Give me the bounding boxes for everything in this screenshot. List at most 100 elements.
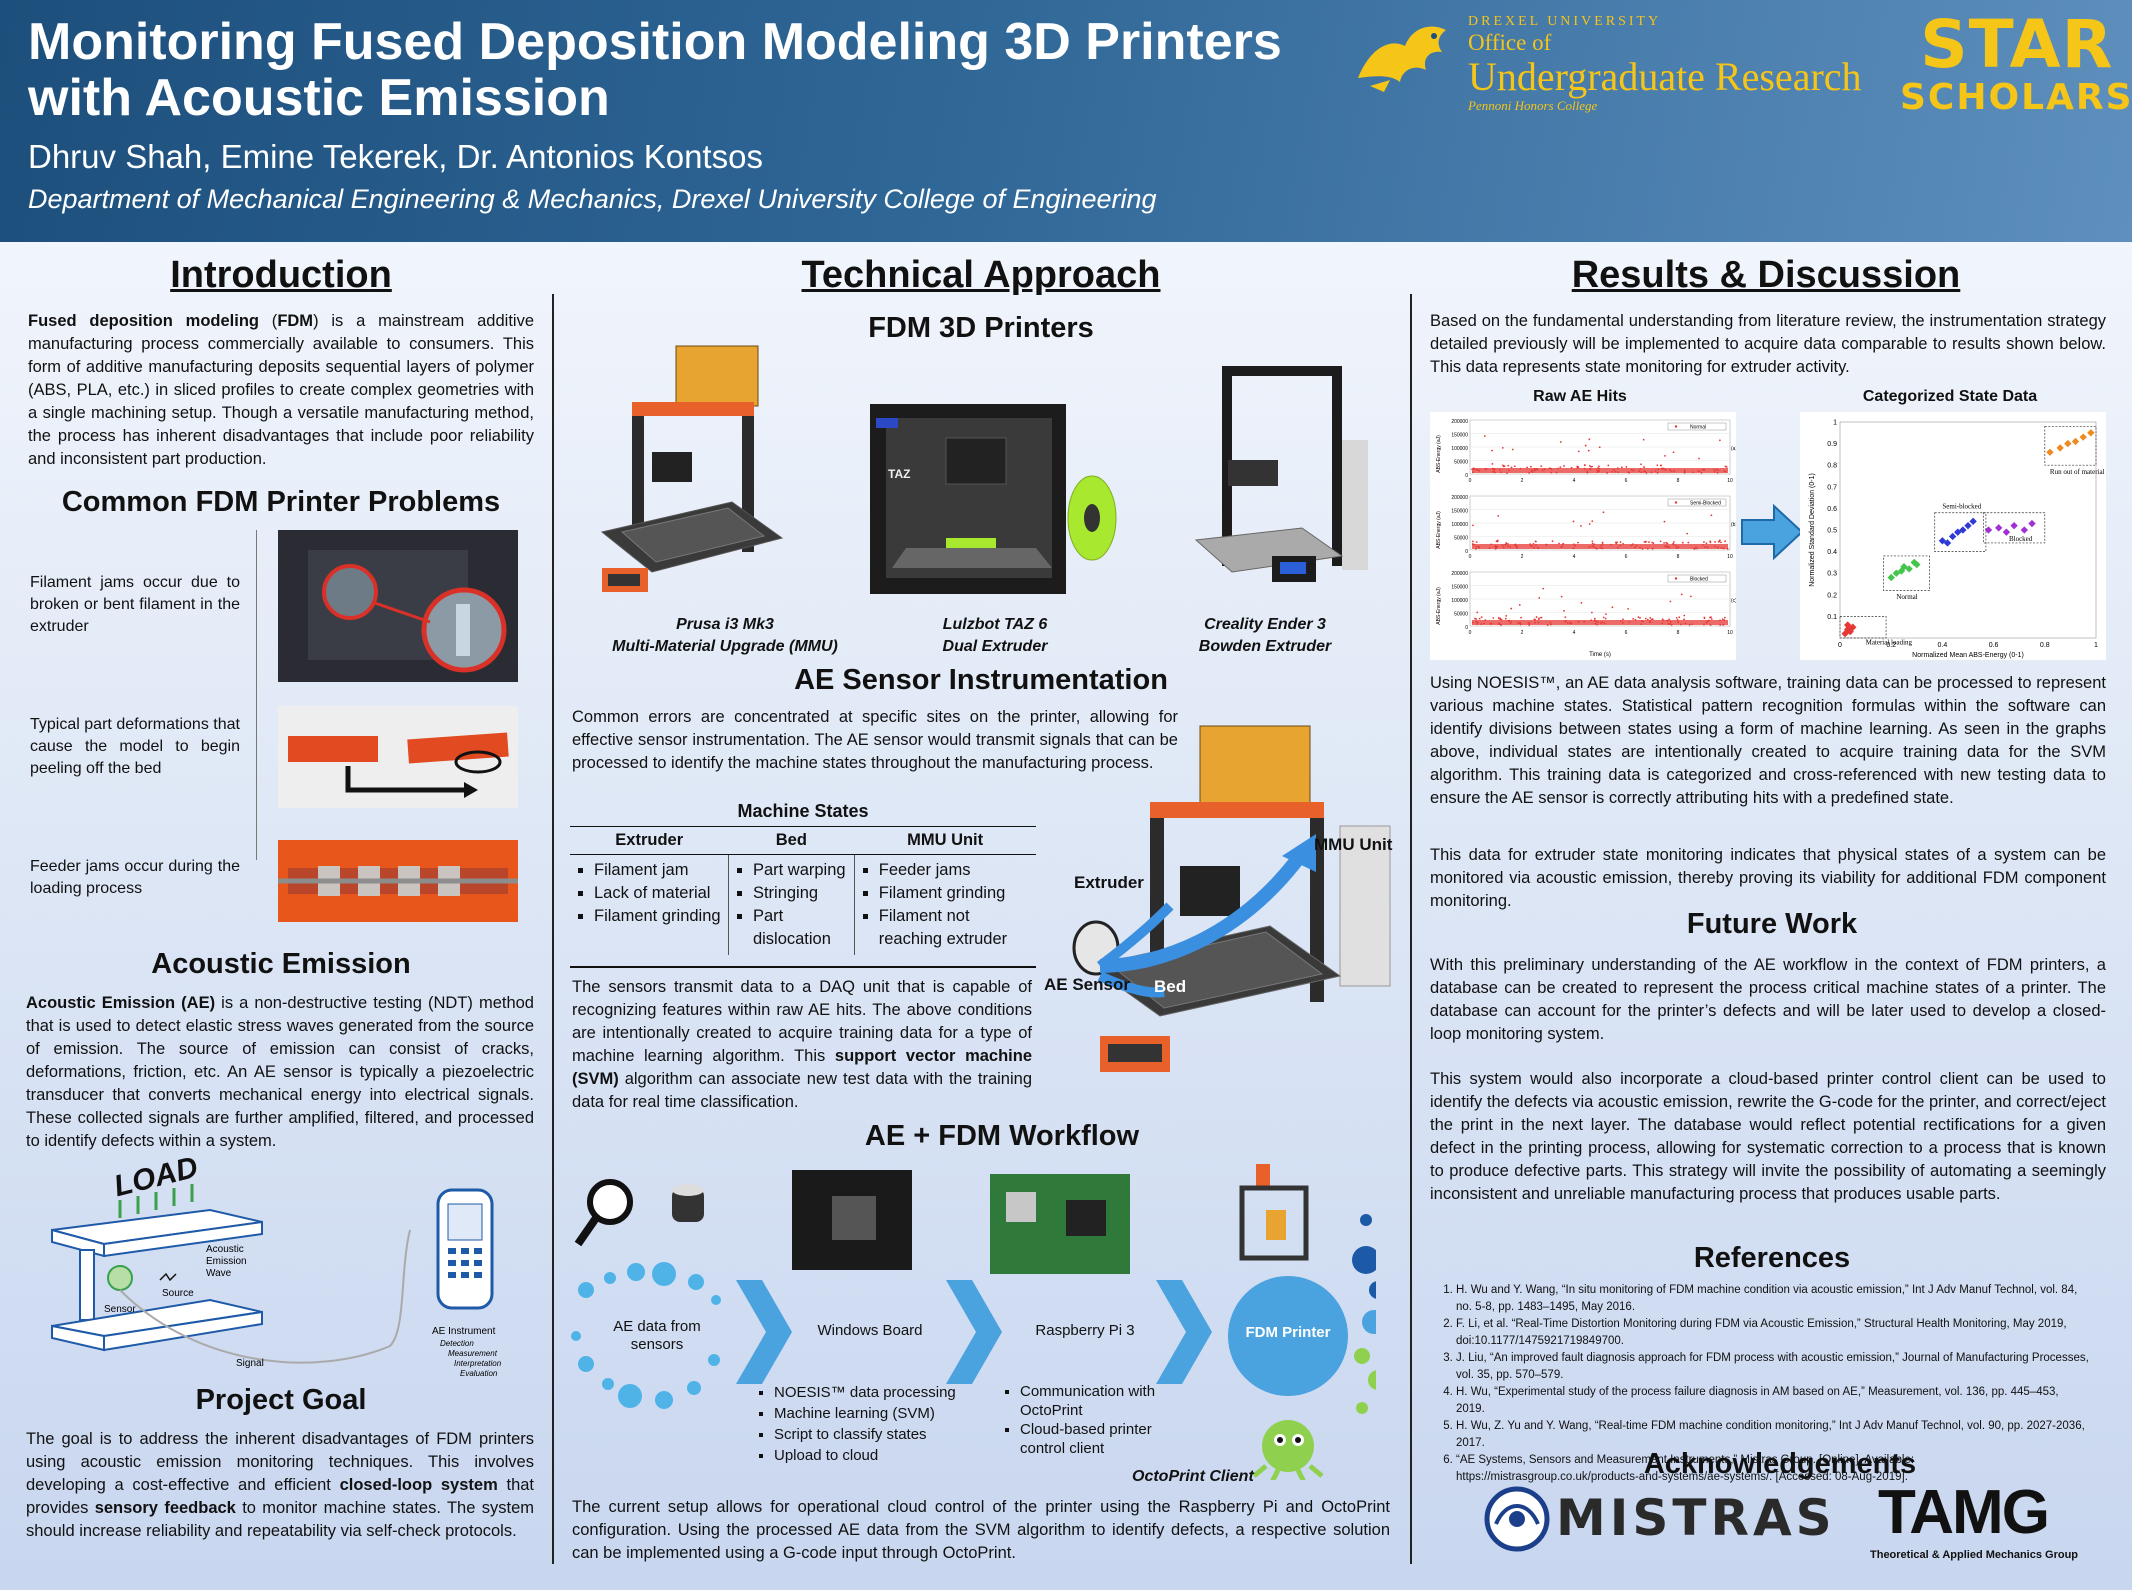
raw-hit-point (1689, 595, 1692, 598)
raw-hit-point (1472, 524, 1474, 527)
ae-rest: is a non-destructive testing (NDT) metho… (26, 994, 534, 1150)
raw-x-tick-label: 4 (1573, 630, 1576, 636)
raw-y-tick-label: 150000 (1451, 433, 1468, 439)
raw-hits-title: Raw AE Hits (1533, 388, 1627, 405)
printer-caption-lulzbot: Lulzbot TAZ 6 Dual Extruder (860, 614, 1130, 658)
printer-sub-lulzbot: Dual Extruder (942, 638, 1048, 655)
raw-hit-point (1668, 618, 1671, 621)
reference-item: J. Liu, “An improved fault diagnosis app… (1456, 1350, 2090, 1384)
workflow-node-printer: FDM Printer (1245, 1324, 1331, 1341)
raw-y-tick-label: 150000 (1451, 509, 1468, 515)
list-item: NOESIS™ data processing (774, 1382, 996, 1403)
raw-legend-box (1667, 574, 1727, 583)
table-col-mmu: Feeder jams Filament grinding Filament n… (853, 854, 1036, 955)
department: Department of Mechanical Engineering & M… (28, 184, 1157, 214)
raw-hit-band (1472, 468, 1728, 473)
raw-hit-point (1718, 539, 1721, 542)
raw-hit-point (1492, 617, 1495, 619)
raw-panel-tag: (b) (1731, 522, 1736, 528)
reference-item: H. Wu, Z. Yu and Y. Wang, “Real-time FDM… (1456, 1418, 2090, 1452)
future-text-1: With this preliminary understanding of t… (1430, 956, 2106, 1043)
cat-cluster-label: Normal (1896, 593, 1917, 601)
cat-x-tick-label: 0.8 (2040, 642, 2050, 649)
raw-hit-point (1526, 466, 1528, 469)
daq-text: The sensors transmit data to a DAQ unit … (572, 976, 1032, 1114)
diagram-sensor-label: Sensor (104, 1304, 136, 1315)
raw-hit-point (1518, 604, 1521, 606)
table-cell: Filament grinding (879, 882, 1030, 905)
raw-hit-point (1616, 541, 1618, 544)
raw-hit-point (1622, 618, 1624, 621)
raw-hit-point (1605, 613, 1607, 616)
raw-hit-point (1560, 595, 1563, 598)
our-logo: DREXEL UNIVERSITY Office of Undergraduat… (1468, 14, 1862, 114)
cat-cluster-box (1839, 616, 1887, 639)
raw-y-tick-label: 150000 (1451, 585, 1468, 591)
raw-hit-point (1587, 449, 1590, 452)
cat-y-tick-label: 0.6 (1827, 506, 1837, 513)
raw-hit-point (1649, 617, 1652, 619)
raw-x-tick-label: 10 (1727, 630, 1733, 636)
raw-hit-point (1505, 615, 1508, 617)
raw-legend-label: Semi-Blocked (1690, 501, 1721, 507)
raw-hit-point (1497, 514, 1500, 517)
raw-y-tick-label: 50000 (1454, 612, 1468, 618)
raw-hit-point (1680, 593, 1683, 596)
raw-hit-point (1511, 448, 1514, 451)
raw-y-tick-label: 0 (1465, 549, 1468, 555)
raw-hit-point (1540, 465, 1543, 468)
octoprint-logo-icon (1252, 1420, 1324, 1480)
diagram-step-1: Detection (440, 1339, 474, 1348)
workflow-arrow-3 (1156, 1280, 1212, 1384)
svg-text:TAZ: TAZ (888, 467, 910, 481)
prusa-printer-image (600, 345, 784, 592)
raw-hit-point (1645, 540, 1647, 543)
cat-data-point (2020, 526, 2028, 534)
cat-y-tick-label: 1 (1833, 420, 1837, 427)
raw-y-tick-label: 100000 (1451, 598, 1468, 604)
raw-hit-band (1472, 620, 1728, 625)
table-header-mmu: MMU Unit (854, 826, 1036, 855)
raw-hit-point (1659, 540, 1662, 543)
deco-bubbles (1352, 1214, 1376, 1414)
raw-y-axis-label: ABS-Energy (aJ) (1436, 587, 1442, 625)
intro-bold-fdm-term: Fused deposition modeling (28, 312, 259, 330)
results-text-2: Using NOESIS™, an AE data analysis softw… (1430, 674, 2106, 807)
cat-y-axis-label: Normalized Standard Deviation (0-1) (1809, 473, 1816, 587)
cat-y-tick-label: 0.5 (1827, 528, 1837, 535)
intro-paren: ( (258, 312, 278, 330)
introduction-heading: Introduction (170, 254, 392, 296)
list-item: Communication with OctoPrint (1020, 1382, 1182, 1420)
raw-hit-point (1669, 600, 1672, 603)
raw-hit-point (1666, 542, 1669, 545)
raw-x-tick-label: 0 (1469, 630, 1472, 636)
raw-x-tick-label: 8 (1677, 554, 1680, 560)
cat-y-tick-label: 0.8 (1827, 463, 1837, 470)
table-cell: Filament not reaching extruder (879, 905, 1030, 951)
results-text-3: This data for extruder state monitoring … (1430, 846, 2106, 910)
raw-hit-point (1683, 614, 1686, 617)
lulzbot-printer-image: TAZ (870, 404, 1117, 594)
raw-hit-point (1652, 542, 1655, 545)
list-item: Cloud-based printer control client (1020, 1420, 1182, 1458)
list-item: Machine learning (SVM) (774, 1403, 996, 1424)
cat-plot-frame (1839, 421, 2097, 639)
our-logo-line1: DREXEL UNIVERSITY (1468, 14, 1662, 29)
raw-y-axis-label: ABS-Energy (aJ) (1436, 511, 1442, 549)
cat-cluster-box (1934, 512, 1987, 552)
raw-hit-point (1580, 525, 1582, 527)
tamg-subtitle: Theoretical & Applied Mechanics Group (1870, 1549, 2079, 1561)
raw-hit-point (1664, 455, 1666, 457)
raw-hit-point (1656, 464, 1659, 467)
raw-hit-point (1475, 541, 1478, 543)
raw-legend-label: Blocked (1690, 577, 1708, 583)
raw-hit-point (1591, 540, 1594, 543)
workflow-arrow-2 (946, 1280, 1002, 1384)
workflow-text: The current setup allows for operational… (572, 1498, 1390, 1562)
raw-legend-label: Normal (1690, 425, 1706, 431)
raw-hit-point (1598, 446, 1601, 449)
raw-hit-point (1471, 540, 1474, 543)
raw-hit-point (1724, 540, 1726, 543)
project-goal-text: The goal is to address the inherent disa… (26, 1428, 534, 1543)
raw-x-tick-label: 0 (1469, 478, 1472, 484)
